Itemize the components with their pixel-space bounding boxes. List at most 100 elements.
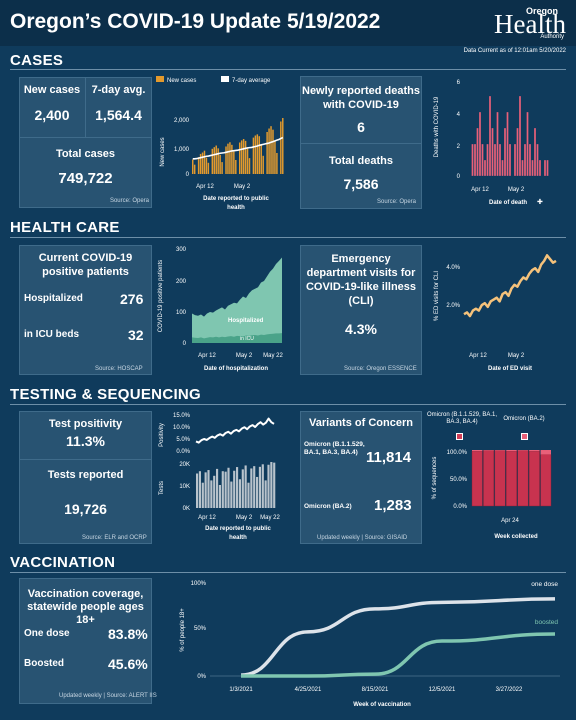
seq-bar-omicron-ba2	[529, 450, 540, 452]
death-bar	[473, 143, 477, 177]
death-bar	[483, 159, 487, 177]
death-bar	[508, 143, 512, 177]
seq-y-tick-2: 0.0%	[453, 504, 467, 510]
variants-title: Variants of Concern	[309, 417, 413, 429]
death-bar	[503, 127, 507, 177]
tests-bar	[247, 482, 250, 508]
death-bar	[513, 143, 517, 177]
positivity-line	[195, 417, 275, 444]
deaths-y-axis-label: Deaths with COVID-19	[434, 96, 440, 157]
legend-new-cases: New cases	[167, 78, 196, 84]
death-bar	[518, 95, 522, 177]
new-cases-bar	[242, 139, 245, 174]
one-dose-value: 83.8%	[108, 626, 148, 642]
new-deaths-value: 6	[357, 119, 365, 135]
variants-source: Updated weekly | Source: GISAID	[317, 535, 408, 541]
new-cases-bar	[207, 162, 210, 174]
tests-bar	[264, 480, 267, 508]
hospital-card	[19, 245, 152, 375]
boosted-label: Boosted	[24, 658, 64, 669]
tests-bar	[258, 466, 261, 508]
new-cases-bar	[258, 136, 261, 174]
tests-bar	[227, 467, 230, 508]
tests-bar	[207, 470, 210, 508]
positivity-value: 11.3%	[66, 433, 105, 449]
pos-y-tick-1: 10.0%	[173, 425, 191, 431]
hospital-y-tick-0: 300	[176, 247, 187, 253]
new-cases-bar	[205, 157, 208, 174]
death-bar	[491, 127, 494, 177]
tests-bar	[221, 471, 224, 508]
hospital-y-tick-2: 100	[176, 310, 187, 316]
data-current-note: Data Current as of 12:01am 5/20/2022	[463, 48, 566, 54]
tests-y-axis-label: Tests	[159, 481, 165, 495]
death-bar	[531, 159, 534, 177]
seq-x-tick: Apr 24	[501, 518, 519, 524]
section-vaccination-title: VACCINATION	[10, 554, 116, 571]
seq-bar-omicron-ba1	[494, 450, 506, 507]
variants-card	[300, 411, 422, 544]
tests-x-tick-1: May 2	[236, 515, 253, 521]
death-bar	[493, 143, 497, 177]
new-cases-bar	[235, 160, 237, 174]
ed-card	[300, 245, 422, 375]
section-testing-title: TESTING & SEQUENCING	[10, 386, 202, 403]
logo: Health	[494, 9, 566, 39]
tests-y-tick-2: 0K	[183, 506, 190, 512]
variant2-label: Omicron (BA.2)	[304, 503, 352, 510]
icu-value: 32	[128, 327, 144, 343]
seq-legend-swatch-1	[456, 433, 463, 440]
cases-y-tick-0: 2,000	[174, 118, 190, 124]
divider	[10, 404, 566, 405]
ed-y-tick-0: 4.0%	[446, 265, 460, 271]
pos-y-tick-2: 5.0%	[176, 437, 190, 443]
testing-card	[19, 411, 152, 544]
tests-value: 19,726	[64, 501, 107, 517]
section-cases-title: CASES	[10, 52, 64, 69]
vax-y-axis-label: % of people 18+	[180, 608, 186, 652]
icu-area	[192, 333, 282, 343]
vax-x-tick-4: 3/27/2022	[496, 687, 523, 693]
cases-source: Source: Opera	[109, 198, 149, 204]
total-deaths-value: 7,586	[343, 176, 379, 192]
seq-bar-omicron-ba1	[483, 450, 495, 507]
new-cases-bar	[233, 151, 235, 174]
deaths-source: Source: Opera	[377, 199, 417, 205]
total-cases-label: Total cases	[55, 148, 116, 160]
new-cases-bar	[227, 143, 229, 174]
ed-x-tick-1: May 2	[508, 353, 525, 359]
divider	[10, 237, 566, 238]
cases-x-axis-label-1: Date reported to public	[203, 196, 269, 202]
tests-bar	[196, 473, 199, 508]
tests-bar	[236, 467, 239, 508]
new-cases-bar	[219, 154, 221, 174]
new-cases-bar	[266, 132, 268, 174]
new-cases-label: New cases	[23, 84, 81, 96]
legend-swatch-new-cases	[156, 76, 164, 82]
death-bar	[528, 143, 532, 177]
new-cases-bar	[197, 157, 200, 174]
vax-x-tick-2: 8/15/2021	[362, 687, 389, 693]
death-bar	[488, 95, 492, 177]
seq-bar-omicron-ba1	[506, 450, 517, 507]
vaccination-source: Updated weekly | Source: ALERT IIS	[59, 693, 157, 699]
boosted-series-label: boosted	[535, 619, 559, 626]
death-bar	[496, 111, 499, 177]
cases-x-tick-0: Apr 12	[196, 184, 214, 190]
seq-legend-1: Omicron (B.1.1.529, BA.1, BA.3, BA.4)	[426, 412, 498, 425]
tests-bar	[253, 466, 256, 508]
tests-bar	[241, 469, 244, 508]
tests-bar	[270, 462, 273, 508]
legend-7day: 7-day average	[232, 78, 271, 84]
new-cases-bar	[221, 162, 223, 174]
ed-source: Source: Oregon ESSENCE	[344, 366, 417, 372]
tests-bar	[233, 470, 236, 508]
seq-legend-2: Omicron (BA.2)	[503, 416, 545, 422]
new-cases-bar	[246, 148, 249, 174]
testing-source: Source: ELR and OCRP	[82, 535, 147, 541]
tests-bar	[273, 462, 276, 508]
new-cases-bar	[270, 126, 272, 174]
positivity-label: Test positivity	[48, 418, 123, 430]
legend-swatch-7day	[221, 76, 229, 82]
seq-bar-omicron-ba2	[483, 450, 494, 451]
